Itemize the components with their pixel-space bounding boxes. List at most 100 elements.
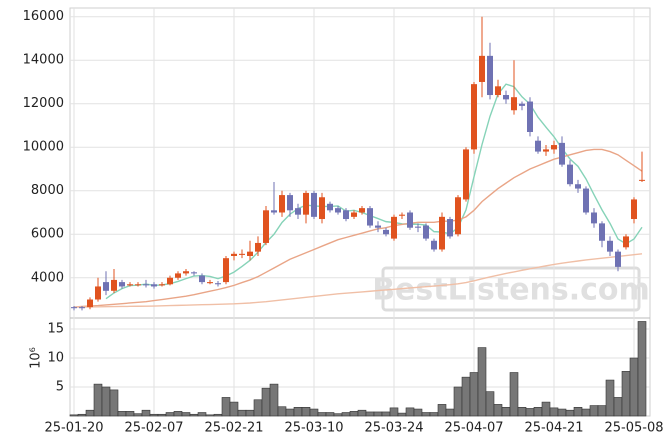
candle-body bbox=[399, 214, 405, 216]
volume-bar bbox=[309, 408, 319, 417]
candle-body bbox=[95, 286, 101, 300]
watermark-box bbox=[381, 266, 641, 312]
x-tick-label: 25-01-20 bbox=[44, 421, 103, 436]
candle-body bbox=[199, 275, 205, 283]
candle-body bbox=[215, 283, 221, 285]
volume-bar bbox=[181, 412, 191, 417]
volume-bar bbox=[493, 404, 503, 417]
volume-bar bbox=[301, 407, 311, 417]
x-tick-label: 25-05-08 bbox=[604, 421, 663, 436]
volume-bar bbox=[605, 379, 615, 417]
candle-body bbox=[423, 225, 429, 239]
candle-body bbox=[519, 103, 525, 106]
volume-bar bbox=[261, 387, 271, 417]
y-tick-label: 8000 bbox=[31, 183, 64, 198]
candle-body bbox=[279, 195, 285, 213]
volume-bar bbox=[341, 412, 351, 417]
x-tick-label: 25-02-07 bbox=[124, 421, 183, 436]
volume-bar bbox=[205, 414, 215, 417]
y-tick-label: 15 bbox=[47, 322, 64, 337]
candle-body bbox=[207, 282, 213, 284]
volume-bar bbox=[461, 376, 471, 417]
candle-body bbox=[71, 307, 77, 309]
candle-body bbox=[455, 197, 461, 235]
volume-bar bbox=[213, 413, 223, 417]
candle-body bbox=[503, 95, 509, 100]
candle-body bbox=[159, 284, 165, 286]
volume-bar bbox=[477, 347, 487, 417]
candle-body bbox=[359, 208, 365, 213]
volume-bar bbox=[229, 401, 239, 417]
candle-body bbox=[375, 225, 381, 228]
volume-bar bbox=[293, 407, 303, 417]
x-tick-label: 25-03-24 bbox=[364, 421, 423, 436]
volume-bar bbox=[373, 411, 383, 417]
y-tick-label: 14000 bbox=[23, 53, 64, 68]
volume-bar bbox=[133, 413, 143, 417]
candle-body bbox=[335, 208, 341, 213]
volume-bar bbox=[157, 413, 167, 417]
candle-body bbox=[495, 86, 501, 96]
watermark: BestListens.com bbox=[372, 273, 650, 308]
candle-body bbox=[511, 97, 517, 111]
volume-bar bbox=[173, 411, 183, 417]
volume-bar bbox=[277, 406, 287, 417]
y-tick-label: 12000 bbox=[23, 96, 64, 111]
candle-body bbox=[223, 258, 229, 283]
candle-body bbox=[79, 307, 85, 309]
volume-bar bbox=[189, 413, 199, 417]
y-tick-label: 16000 bbox=[23, 9, 64, 24]
volume-bar bbox=[573, 407, 583, 417]
candle-body bbox=[247, 251, 253, 256]
candle-body bbox=[583, 188, 589, 213]
candle-body bbox=[639, 179, 645, 181]
volume-bar bbox=[381, 411, 391, 417]
volume-bar bbox=[325, 412, 335, 417]
volume-bar bbox=[317, 412, 327, 417]
candle-body bbox=[631, 199, 637, 220]
candle-body bbox=[471, 84, 477, 150]
volume-bar bbox=[349, 411, 359, 417]
candle-body bbox=[119, 282, 125, 287]
y-tick-label: 10 bbox=[47, 351, 64, 366]
volume-bar bbox=[221, 397, 231, 417]
candle-body bbox=[295, 208, 301, 215]
candle-body bbox=[615, 251, 621, 267]
moving-average-line bbox=[73, 148, 643, 308]
volume-bar bbox=[117, 411, 127, 417]
volume-bar bbox=[557, 408, 567, 417]
candle-body bbox=[151, 284, 157, 287]
candle-body bbox=[167, 277, 173, 285]
moving-average-line bbox=[73, 253, 643, 308]
volume-bar bbox=[285, 408, 295, 417]
volume-axis-label: 10⁶ bbox=[29, 347, 44, 369]
volume-bar bbox=[413, 408, 423, 417]
volume-bar bbox=[141, 409, 151, 417]
volume-bar bbox=[517, 407, 527, 417]
candle-body bbox=[415, 226, 421, 228]
volume-bar bbox=[485, 391, 495, 417]
x-tick-label: 25-04-21 bbox=[524, 421, 583, 436]
candle-body bbox=[87, 299, 93, 308]
volume-bar bbox=[597, 405, 607, 417]
candle-body bbox=[479, 55, 485, 82]
candle-body bbox=[103, 282, 109, 291]
volume-bar bbox=[93, 383, 103, 417]
volume-bar bbox=[637, 321, 647, 417]
volume-bar bbox=[589, 405, 599, 417]
volume-bar bbox=[509, 372, 519, 417]
volume-bar bbox=[613, 397, 623, 417]
volume-bar bbox=[549, 407, 559, 417]
candle-body bbox=[607, 240, 613, 252]
candle-body bbox=[143, 284, 149, 286]
volume-bar bbox=[197, 412, 207, 417]
candle-body bbox=[391, 216, 397, 239]
candle-body bbox=[463, 149, 469, 200]
volume-bar bbox=[125, 411, 135, 417]
volume-bar bbox=[333, 413, 343, 417]
candle-body bbox=[591, 212, 597, 224]
volume-bar bbox=[525, 408, 535, 417]
volume-bar bbox=[541, 401, 551, 417]
candle-body bbox=[447, 219, 453, 237]
